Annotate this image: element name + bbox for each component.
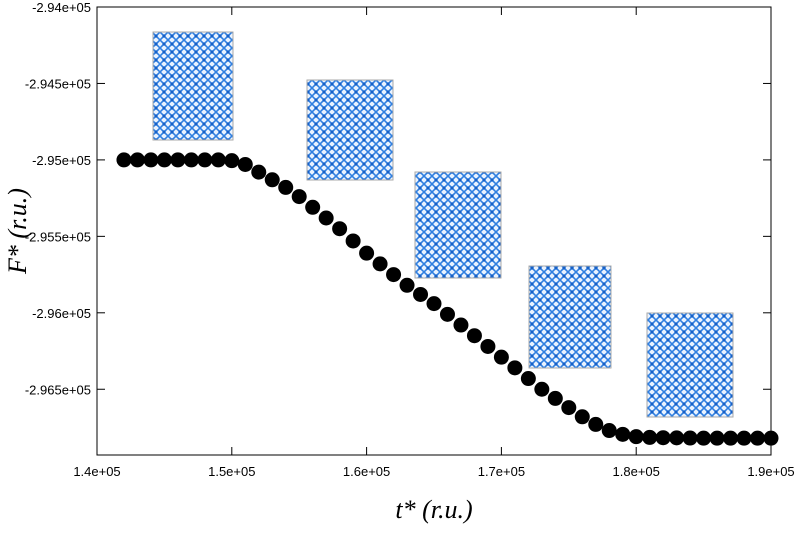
x-tick-label: 1.4e+05 bbox=[73, 464, 120, 479]
data-point bbox=[359, 245, 375, 261]
data-point bbox=[628, 429, 644, 445]
data-point bbox=[372, 256, 388, 272]
data-point bbox=[547, 390, 563, 406]
data-point bbox=[642, 429, 658, 445]
data-point bbox=[696, 430, 712, 446]
data-point bbox=[197, 152, 213, 168]
data-point bbox=[156, 152, 172, 168]
data-point bbox=[318, 210, 334, 226]
data-point bbox=[709, 430, 725, 446]
data-point bbox=[682, 430, 698, 446]
y-tick-label: -2.94e+05 bbox=[32, 0, 91, 15]
x-tick-label: 1.9e+05 bbox=[747, 464, 794, 479]
data-point bbox=[723, 430, 739, 446]
data-point bbox=[264, 172, 280, 188]
y-tick-label: -2.945e+05 bbox=[25, 76, 91, 91]
x-axis-label: t* (r.u.) bbox=[395, 495, 472, 524]
lattice-image bbox=[306, 79, 394, 181]
lattice-image bbox=[646, 312, 734, 418]
data-point bbox=[278, 179, 294, 195]
data-point bbox=[534, 381, 550, 397]
data-point bbox=[507, 360, 523, 376]
data-point bbox=[224, 153, 240, 169]
data-point bbox=[183, 152, 199, 168]
data-point bbox=[439, 306, 455, 322]
data-point bbox=[386, 267, 402, 283]
data-point bbox=[399, 277, 415, 293]
data-point bbox=[655, 430, 671, 446]
data-point bbox=[750, 430, 766, 446]
y-tick-label: -2.965e+05 bbox=[25, 382, 91, 397]
x-tick-label: 1.5e+05 bbox=[208, 464, 255, 479]
lattice-snapshots bbox=[152, 31, 734, 418]
x-tick-label: 1.8e+05 bbox=[613, 464, 660, 479]
lattice-image bbox=[528, 265, 612, 369]
data-point bbox=[520, 371, 536, 387]
y-tick-label: -2.955e+05 bbox=[25, 229, 91, 244]
data-point bbox=[669, 430, 685, 446]
data-point bbox=[291, 189, 307, 205]
lattice-image bbox=[152, 31, 234, 141]
data-point bbox=[574, 409, 590, 425]
data-point bbox=[129, 152, 145, 168]
data-point bbox=[763, 430, 779, 446]
data-point bbox=[588, 416, 604, 432]
data-point bbox=[466, 328, 482, 344]
data-point bbox=[210, 152, 226, 168]
data-point bbox=[251, 164, 267, 180]
y-axis-label: F* (r.u.) bbox=[3, 188, 32, 275]
data-point bbox=[143, 152, 159, 168]
data-point bbox=[332, 221, 348, 237]
data-point bbox=[601, 423, 617, 439]
data-point bbox=[561, 400, 577, 416]
data-point bbox=[170, 152, 186, 168]
data-point bbox=[116, 152, 132, 168]
y-tick-label: -2.95e+05 bbox=[32, 153, 91, 168]
data-point bbox=[237, 156, 253, 172]
data-point bbox=[345, 233, 361, 249]
data-point bbox=[426, 296, 442, 312]
y-tick-label: -2.96e+05 bbox=[32, 306, 91, 321]
data-point bbox=[413, 286, 429, 302]
x-tick-label: 1.6e+05 bbox=[343, 464, 390, 479]
plot-frame bbox=[96, 6, 772, 456]
data-point bbox=[480, 338, 496, 354]
data-point bbox=[493, 349, 509, 365]
data-point bbox=[305, 199, 321, 215]
data-point bbox=[736, 430, 752, 446]
data-point bbox=[453, 317, 469, 333]
lattice-image bbox=[414, 171, 502, 279]
data-point bbox=[615, 426, 631, 442]
x-tick-label: 1.7e+05 bbox=[478, 464, 525, 479]
